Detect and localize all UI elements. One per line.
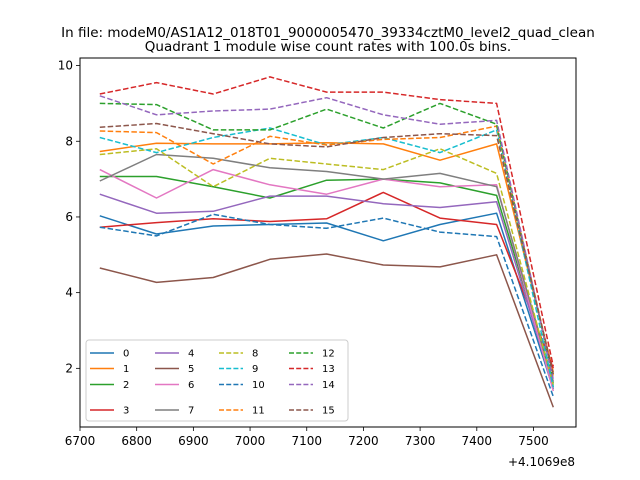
legend-label-15: 15 [322,406,335,417]
legend-label-6: 6 [188,380,194,391]
x-tick-label: 7400 [462,434,493,448]
y-tick-label: 8 [65,134,73,148]
x-tick-label: 7200 [348,434,379,448]
series-line-13 [99,76,555,367]
series-line-14 [99,95,555,380]
legend-label-2: 2 [123,380,129,391]
plot-frame [79,57,577,428]
y-tick-label: 10 [58,59,73,73]
x-tick-label: 6700 [65,434,96,448]
series-line-12 [99,102,555,380]
chart-title: Quadrant 1 module wise count rates with … [145,39,511,55]
series-line-15 [99,122,555,375]
series-line-6 [99,168,555,392]
figure-suptitle: In file: modeM0/AS1A12_018T01_9000005470… [61,25,595,41]
x-axis: 6700 6800 6900 7000 7100 7200 7300 7400 7500 [65,427,549,448]
x-axis-offset-label: +4.1069e8 [508,455,575,469]
series-layer [99,76,555,408]
y-tick-label: 6 [65,210,73,224]
series-line-4 [99,193,555,388]
legend-label-9: 9 [252,364,258,375]
series-line-5 [99,253,555,408]
series-line-3 [99,191,554,369]
x-tick-label: 7100 [291,434,322,448]
legend-label-11: 11 [252,406,265,417]
series-line-7 [99,153,555,382]
legend-label-10: 10 [252,380,265,391]
x-tick-label: 7500 [518,434,549,448]
y-tick-label: 2 [65,361,73,375]
series-line-1 [99,142,555,373]
x-tick-label: 7000 [235,434,266,448]
legend-label-14: 14 [322,380,335,391]
legend-label-0: 0 [123,349,129,360]
x-tick-label: 6900 [178,434,209,448]
legend-label-3: 3 [123,406,129,417]
y-axis: 2 4 6 8 10 [58,59,80,375]
legend-label-5: 5 [188,364,194,375]
x-tick-label: 7300 [405,434,436,448]
series-line-10 [99,213,555,397]
legend-label-8: 8 [252,349,258,360]
legend-label-7: 7 [188,406,194,417]
legend-label-1: 1 [123,364,129,375]
series-line-11 [99,125,555,377]
y-tick-label: 4 [65,286,73,300]
x-tick-label: 6800 [121,434,152,448]
legend-box [85,339,349,422]
series-line-2 [99,175,555,384]
series-line-8 [99,148,555,386]
legend-label-12: 12 [322,349,335,360]
legend-label-13: 13 [322,364,335,375]
series-line-0 [99,212,555,390]
legend-label-4: 4 [188,349,194,360]
